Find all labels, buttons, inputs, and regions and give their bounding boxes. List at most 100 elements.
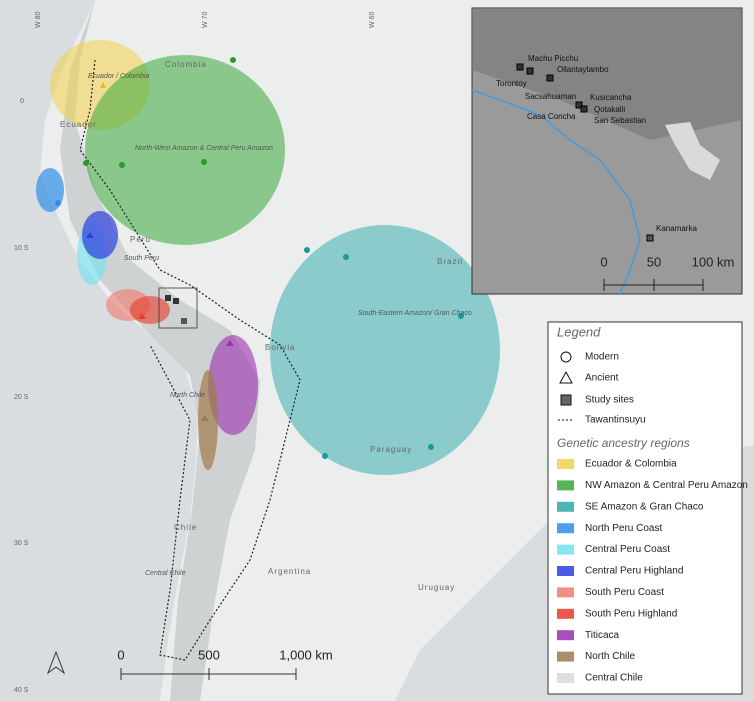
legend-swatch bbox=[557, 587, 574, 598]
legend-swatch bbox=[557, 673, 574, 683]
modern-sample bbox=[343, 254, 349, 260]
study-site bbox=[646, 234, 654, 242]
site-label: Torontoy bbox=[496, 79, 527, 88]
site-label: Kusicancha bbox=[590, 93, 632, 102]
legend-swatch bbox=[557, 480, 574, 491]
legend-item: Study sites bbox=[585, 395, 634, 406]
sample-markers bbox=[55, 57, 464, 459]
legend-region: South Peru Coast bbox=[585, 587, 664, 598]
country-label: Bolivia bbox=[265, 343, 296, 352]
country-label: Brazil bbox=[437, 257, 463, 266]
legend-item: Modern bbox=[585, 352, 619, 363]
inset-map: Machu Picchu Ollantaytambo Torontoy Sacs… bbox=[471, 7, 743, 295]
legend-region: Titicaca bbox=[585, 630, 620, 641]
study-site bbox=[546, 74, 554, 82]
legend-subtitle: Genetic ancestry regions bbox=[557, 436, 690, 450]
modern-sample bbox=[119, 162, 125, 168]
study-site bbox=[526, 67, 534, 75]
region-label: North Chile bbox=[170, 392, 205, 399]
graticule-label: 30 S bbox=[14, 540, 29, 547]
legend-swatch bbox=[557, 501, 574, 512]
legend-region: North Peru Coast bbox=[585, 523, 662, 534]
region-area bbox=[130, 296, 170, 324]
site-label: San Sebastian bbox=[594, 116, 646, 125]
country-label: Uruguay bbox=[418, 583, 455, 592]
legend-region: North Chile bbox=[585, 651, 635, 662]
legend-item: Ancient bbox=[585, 373, 619, 384]
graticule-label: W 80 bbox=[35, 12, 42, 28]
scale-label: 0 bbox=[117, 647, 124, 662]
region-label: Ecuador / Colombia bbox=[88, 73, 150, 80]
study-site bbox=[580, 105, 588, 113]
legend-region: Central Chile bbox=[585, 673, 643, 684]
region-area bbox=[208, 335, 258, 435]
glacier bbox=[665, 122, 720, 180]
modern-sample bbox=[428, 444, 434, 450]
legend-symbol bbox=[560, 394, 572, 406]
legend-symbol bbox=[559, 370, 573, 384]
study-site bbox=[181, 318, 187, 324]
site-label: Qotakalli bbox=[594, 105, 625, 114]
graticule-label: 20 S bbox=[14, 394, 29, 401]
modern-sample bbox=[83, 160, 89, 166]
region-label: North-West Amazon & Central Peru Amazon bbox=[135, 145, 273, 152]
modern-sample bbox=[322, 453, 328, 459]
legend-swatch bbox=[557, 566, 574, 576]
legend-title: Legend bbox=[557, 324, 601, 339]
legend-swatch bbox=[557, 630, 574, 641]
legend-swatch bbox=[557, 608, 574, 619]
scale-label: 1,000 km bbox=[279, 647, 332, 662]
ancient-sample bbox=[138, 313, 146, 319]
site-label: Sacsahuaman bbox=[525, 92, 576, 101]
study-site bbox=[575, 101, 583, 109]
ancient-sample bbox=[86, 232, 94, 238]
legend-region: South Peru Highland bbox=[585, 608, 677, 619]
graticule-label: 0 bbox=[20, 98, 24, 105]
modern-sample bbox=[201, 159, 207, 165]
region-area bbox=[270, 225, 500, 475]
country-label: Colombia bbox=[165, 60, 207, 69]
inset-scale-label: 0 bbox=[600, 254, 607, 269]
country-label: Paraguay bbox=[370, 445, 412, 454]
legend-region: NW Amazon & Central Peru Amazon bbox=[585, 480, 748, 491]
inset-scale-label: 100 km bbox=[692, 254, 735, 269]
site-label: Casa Concha bbox=[527, 112, 576, 121]
legend-region: Ecuador & Colombia bbox=[585, 459, 677, 470]
north-arrow bbox=[46, 650, 66, 675]
inset-extent bbox=[158, 287, 198, 329]
modern-sample bbox=[458, 313, 464, 319]
legend-swatch bbox=[557, 651, 574, 662]
modern-sample bbox=[55, 200, 61, 206]
region-label: Central Chile bbox=[145, 570, 186, 577]
modern-sample bbox=[230, 57, 236, 63]
legend-item: Tawantinsuyu bbox=[585, 415, 646, 426]
region-area bbox=[82, 211, 118, 259]
ancient-sample bbox=[100, 82, 106, 88]
site-label: Kanamarka bbox=[656, 224, 697, 233]
ancient-sample bbox=[201, 415, 209, 421]
legend: Legend Modern Ancient Study sites Tawant… bbox=[547, 321, 748, 695]
andes-relief bbox=[60, 0, 260, 701]
legend-region: Central Peru Highland bbox=[585, 566, 683, 577]
country-label: Ecuador bbox=[60, 120, 97, 129]
river bbox=[471, 89, 641, 295]
region-label: South Peru bbox=[124, 255, 159, 262]
graticule-label: W 70 bbox=[202, 12, 209, 28]
study-site bbox=[165, 295, 171, 301]
legend-box bbox=[547, 321, 743, 695]
graticule-label: 40 S bbox=[14, 687, 29, 694]
scale-label: 500 bbox=[198, 647, 220, 662]
tawantinsuyu-border bbox=[79, 59, 301, 661]
legend-swatch bbox=[557, 544, 574, 555]
legend-swatch bbox=[557, 459, 574, 469]
country-label: Chile bbox=[174, 523, 197, 532]
legend-region: SE Amazon & Gran Chaco bbox=[585, 501, 704, 512]
legend-region: Central Peru Coast bbox=[585, 544, 670, 555]
scale-bar: 0 500 1,000 km bbox=[117, 647, 333, 680]
legend-swatch bbox=[557, 523, 574, 534]
country-label: Peru bbox=[130, 235, 151, 244]
inset-scale-label: 50 bbox=[647, 254, 661, 269]
country-label: Argentina bbox=[268, 567, 311, 576]
site-label: Machu Picchu bbox=[528, 54, 578, 63]
